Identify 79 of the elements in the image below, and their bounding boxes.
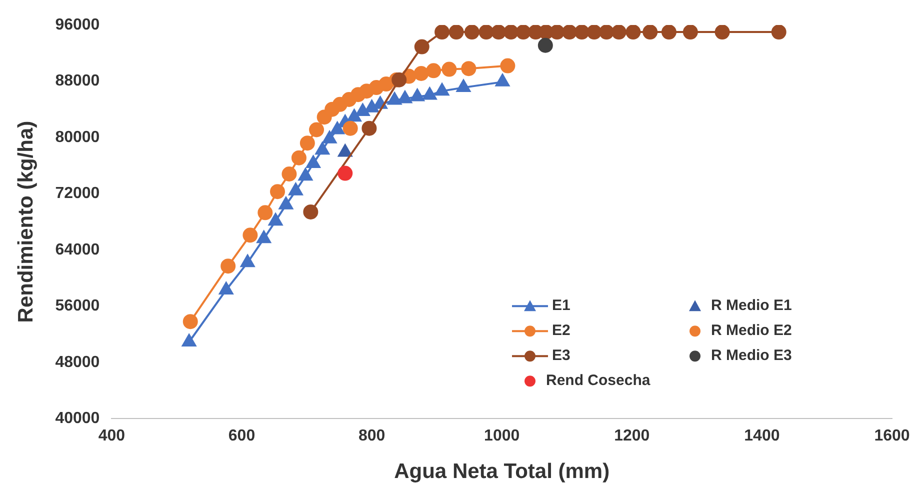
point <box>300 136 315 151</box>
point <box>434 83 450 96</box>
x-axis-title: Agua Neta Total (mm) <box>394 460 610 484</box>
y-tick-label: 48000 <box>55 354 100 371</box>
x-tick-label: 1200 <box>614 428 650 445</box>
point <box>282 166 297 182</box>
point <box>338 144 352 157</box>
point <box>347 109 362 122</box>
x-tick-label: 800 <box>358 428 386 445</box>
x-tick-label: 400 <box>98 428 126 445</box>
point <box>338 166 353 181</box>
point <box>516 25 531 40</box>
legend-label: E3 <box>552 347 570 364</box>
point <box>182 334 196 346</box>
point <box>315 142 330 155</box>
point <box>330 122 344 134</box>
point <box>464 25 480 40</box>
point <box>586 25 602 40</box>
point <box>342 120 358 136</box>
point <box>574 25 590 40</box>
point <box>240 254 255 268</box>
point <box>362 120 377 136</box>
point <box>414 39 430 54</box>
point <box>309 122 324 138</box>
y-tick-label: 56000 <box>55 298 100 315</box>
y-tick-label: 88000 <box>55 72 100 90</box>
point <box>461 61 476 76</box>
point <box>503 25 518 40</box>
legend-label: E1 <box>552 297 570 314</box>
legend-label: E2 <box>552 322 570 340</box>
point <box>611 25 626 40</box>
point <box>426 63 442 78</box>
point <box>682 25 698 40</box>
point <box>258 205 273 220</box>
legend-label: R Medio E3 <box>711 347 792 364</box>
point <box>478 25 494 40</box>
point <box>303 204 318 220</box>
point <box>538 38 553 53</box>
point <box>448 25 464 40</box>
x-tick-label: 1000 <box>484 428 520 445</box>
y-tick-label: 80000 <box>55 128 100 146</box>
point <box>387 92 402 105</box>
point <box>599 25 614 40</box>
point <box>278 196 294 210</box>
point <box>626 25 641 40</box>
point <box>562 25 577 40</box>
point <box>771 25 786 40</box>
legend-label: R Medio E1 <box>711 297 792 314</box>
point <box>414 66 429 81</box>
point <box>298 168 313 181</box>
x-tick-label: 1400 <box>744 428 780 445</box>
x-tick-label: 600 <box>228 428 256 445</box>
x-tick-label: 1600 <box>874 428 910 445</box>
point <box>491 25 506 40</box>
legend-label: R Medio E2 <box>711 322 792 340</box>
legend-label: Rend Cosecha <box>546 372 651 390</box>
point <box>306 155 320 168</box>
y-tick-label: 64000 <box>55 241 100 258</box>
point <box>410 88 424 102</box>
point <box>550 25 565 40</box>
point <box>242 228 258 243</box>
point <box>270 184 286 200</box>
y-tick-label: 40000 <box>55 410 100 428</box>
point <box>456 80 471 92</box>
point <box>291 150 306 166</box>
point <box>288 182 303 196</box>
point <box>642 25 658 40</box>
y-axis-title: Rendimiento (kg/ha) <box>14 120 38 323</box>
point <box>661 25 676 40</box>
point <box>714 25 730 40</box>
point <box>256 230 271 244</box>
point <box>434 25 450 40</box>
point <box>268 213 283 226</box>
y-tick-label: 72000 <box>55 185 100 202</box>
point <box>322 130 337 144</box>
point <box>500 58 516 74</box>
point <box>442 62 457 77</box>
y-tick-label: 96000 <box>55 16 100 34</box>
point <box>219 282 234 294</box>
